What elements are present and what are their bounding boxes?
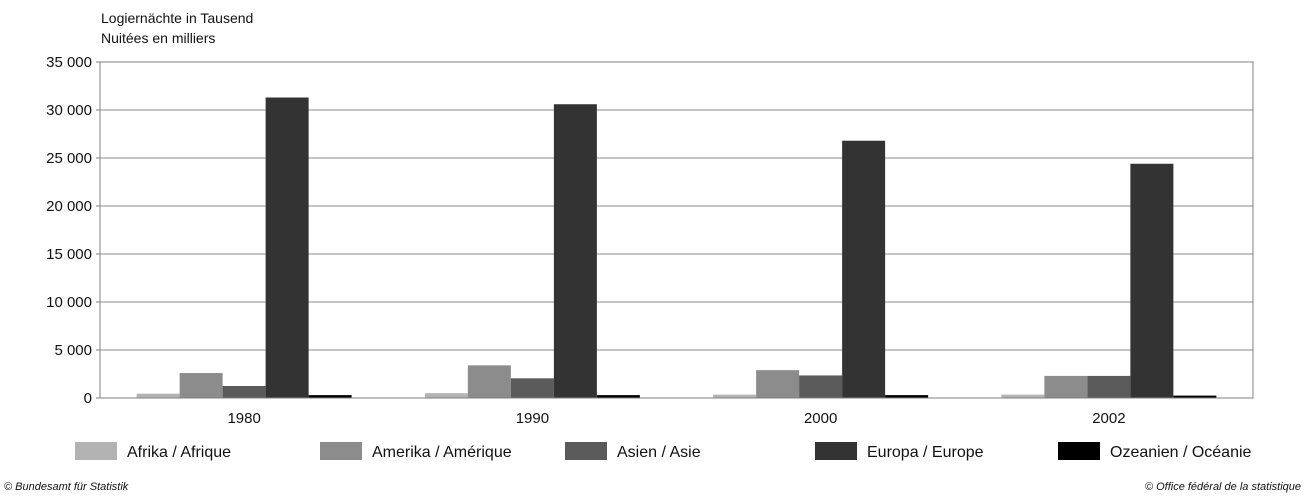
footer-right-credit: © Office fédéral de la statistique: [1144, 481, 1301, 493]
bar: [1044, 375, 1088, 398]
bar: [1130, 163, 1174, 398]
legend-swatch: [1058, 442, 1100, 460]
bar: [553, 104, 597, 399]
axes: 0 5 000 10 000 15 000 20 000 25 000 30 000 35 0…: [46, 54, 1253, 427]
footer-left-credit: © Bundesamt für Statistik: [4, 481, 129, 493]
bar: [842, 140, 886, 398]
x-tick-label: 1990: [516, 410, 549, 427]
legend-swatch: [320, 442, 362, 460]
bar: [424, 393, 468, 398]
bar: [799, 375, 843, 398]
bar: [756, 370, 800, 398]
bar: [308, 395, 352, 398]
bar: [222, 386, 266, 398]
y-tick-label: 20 000: [46, 198, 92, 215]
bar: [467, 365, 511, 398]
legend-label: Asien / Asie: [617, 444, 701, 461]
legend-swatch: [565, 442, 607, 460]
bar: [1087, 375, 1131, 398]
bar: [510, 378, 554, 398]
bar-chart: 0 5 000 10 000 15 000 20 000 25 000 30 000 35 0…: [46, 54, 1254, 461]
bar: [713, 394, 757, 398]
bars: [136, 97, 1217, 399]
legend-label: Europa / Europe: [867, 444, 984, 461]
legend-label: Afrika / Afrique: [127, 444, 231, 461]
legend: Afrika / Afrique Amerika / Amérique Asien …: [75, 442, 1252, 461]
legend-label: Amerika / Amérique: [372, 444, 512, 461]
y-tick-label: 0: [84, 390, 92, 407]
y-tick-label: 15 000: [46, 246, 92, 263]
bar: [885, 395, 929, 398]
bar: [179, 373, 223, 398]
bar: [265, 97, 309, 399]
legend-swatch: [75, 442, 117, 460]
y-tick-label: 5 000: [54, 342, 92, 359]
y-tick-label: 25 000: [46, 150, 92, 167]
y-tick-label: 35 000: [46, 54, 92, 71]
y-axis-title-fr: Nuitées en milliers: [101, 30, 216, 46]
x-tick-label: 1980: [227, 410, 260, 427]
bar: [1001, 394, 1045, 398]
y-tick-label: 10 000: [46, 294, 92, 311]
legend-label: Ozeanien / Océanie: [1110, 444, 1252, 461]
bar: [1173, 395, 1217, 398]
y-tick-label: 30 000: [46, 102, 92, 119]
x-tick-label: 2000: [804, 410, 837, 427]
y-axis-title-de: Logiernächte in Tausend: [101, 10, 254, 26]
x-tick-label: 2002: [1092, 410, 1125, 427]
legend-swatch: [815, 442, 857, 460]
bar: [596, 395, 640, 398]
bar: [136, 393, 180, 398]
